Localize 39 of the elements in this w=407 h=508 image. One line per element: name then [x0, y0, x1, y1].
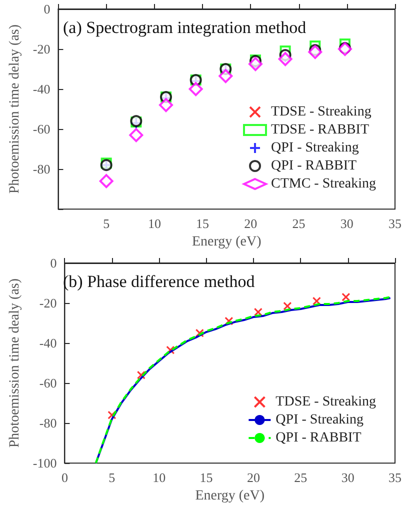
x-tick-label: 10: [148, 216, 161, 232]
x-tick-label: 25: [294, 470, 308, 486]
legend-label: TDSE - Streaking: [276, 394, 376, 410]
y-axis-title: Photoemission time dealy (as): [8, 278, 22, 448]
y-tick-label: -60: [32, 122, 50, 137]
x-tick-label: 35: [388, 216, 402, 232]
x-tick-label: 20: [246, 470, 260, 486]
x-tick-label: 20: [244, 216, 258, 232]
x-tick-label: 15: [196, 216, 210, 232]
x-tick-label: 35: [388, 470, 402, 486]
legend-label: QPI - Streaking: [271, 140, 359, 156]
x-tick-label: 5: [108, 470, 116, 486]
legend-label: TDSE - RABBIT: [271, 122, 370, 138]
x-axis-title: Energy (eV): [195, 488, 265, 504]
x-tick-label: 5: [103, 216, 110, 232]
y-tick-label: -60: [39, 376, 57, 391]
y-tick-label: -80: [39, 416, 57, 431]
y-tick-label: -20: [32, 42, 50, 57]
y-tick-label: -100: [32, 456, 57, 471]
y-tick-label: -40: [32, 82, 50, 97]
legend-label: QPI - RABBIT: [271, 158, 358, 174]
y-tick-label: -40: [39, 336, 57, 351]
legend-label: QPI - RABBIT: [276, 430, 362, 446]
y-axis-title: Photoemission time delay (as): [8, 24, 22, 194]
x-axis-title: Energy (eV): [192, 234, 262, 250]
x-tick-label: 30: [341, 470, 354, 486]
y-tick-label: 0: [50, 256, 57, 270]
y-tick-label: -20: [39, 296, 57, 311]
legend-label: TDSE - Streaking: [271, 104, 372, 120]
x-tick-label: 10: [152, 470, 166, 486]
legend-label: CTMC - Streaking: [271, 176, 376, 192]
legend-label: QPI - Streaking: [276, 412, 364, 428]
x-tick-label: 15: [200, 470, 213, 486]
x-tick-label: 0: [61, 470, 68, 486]
y-tick-label: 0: [44, 2, 50, 16]
x-tick-label: 30: [340, 216, 354, 232]
text: (a) Spectrogram integration method: [63, 18, 307, 37]
x-tick-label: 25: [292, 216, 306, 232]
y-tick-label: -80: [32, 162, 50, 177]
